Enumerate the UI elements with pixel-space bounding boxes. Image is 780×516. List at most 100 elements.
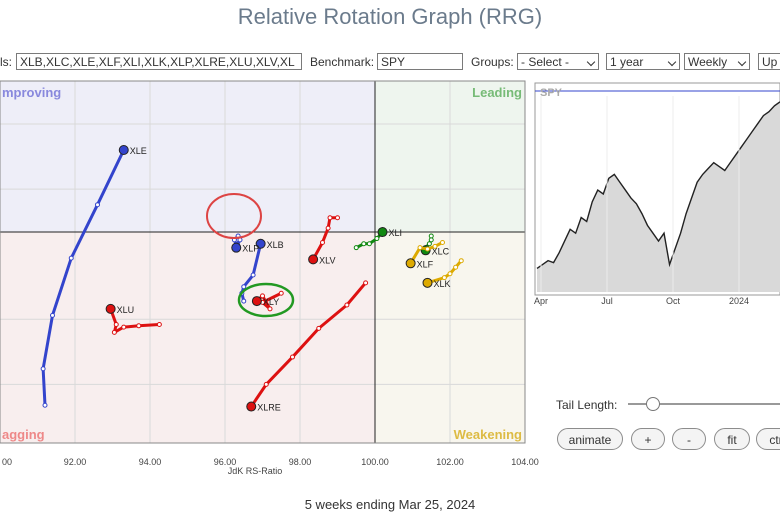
symbols-label: ls: <box>0 55 12 69</box>
quadrant-label-lagging: agging <box>2 427 45 442</box>
series-xlre: XLRE <box>246 280 369 413</box>
series-xli: XLI <box>353 227 403 251</box>
series-label-xli: XLI <box>389 228 403 238</box>
controls-bar: ls: XLB,XLC,XLE,XLF,XLI,XLK,XLP,XLRE,XLU… <box>0 52 780 74</box>
series-xlk: XLK <box>422 258 464 289</box>
tail-point <box>267 306 273 312</box>
quadrant-improving <box>0 81 375 232</box>
spy-x-ticks: Apr Jul Oct 2024 <box>534 296 749 306</box>
x-axis-ticks: 00 92.00 94.00 96.00 98.00 100.00 102.00 104.00 <box>2 457 539 467</box>
tail-point <box>361 241 367 247</box>
tail-point <box>156 322 162 328</box>
series-head-xlf[interactable] <box>405 258 416 269</box>
series-xly: XLY <box>251 290 284 312</box>
tail-point <box>432 243 438 249</box>
page-title: Relative Rotation Graph (RRG) <box>237 4 543 29</box>
series-xlu: XLU <box>105 303 162 335</box>
tail-point <box>42 402 48 408</box>
tail-point <box>353 245 359 251</box>
date-footer: 5 weeks ending Mar 25, 2024 <box>304 497 476 512</box>
tail-point <box>325 225 331 231</box>
tail-point <box>278 290 284 296</box>
spy-x-tick-label: Oct <box>666 296 681 306</box>
tail-point <box>68 255 74 261</box>
tail-length-label: Tail Length: <box>556 398 618 412</box>
tail-point <box>121 324 127 330</box>
spy-x-tick-label: Jul <box>601 296 613 306</box>
series-xle: XLE <box>40 145 147 408</box>
tail-point <box>327 215 333 221</box>
tail-point <box>40 366 46 372</box>
x-tick-label: 100.00 <box>361 457 389 467</box>
series-label-xlc: XLC <box>432 246 450 256</box>
tail-point <box>458 258 464 264</box>
zoom-out-button[interactable]: - <box>672 428 706 450</box>
groups-select[interactable]: - Select - <box>517 53 599 70</box>
series-head-xlp[interactable] <box>231 242 242 253</box>
tail-point <box>113 322 119 328</box>
series-tail-xle <box>41 148 126 407</box>
spy-title: SPY <box>540 87 563 99</box>
x-tick-label: 98.00 <box>289 457 312 467</box>
series-head-xlre[interactable] <box>246 401 257 412</box>
tail-point <box>320 239 325 245</box>
series-head-xlk[interactable] <box>422 277 433 288</box>
series-head-xly[interactable] <box>251 296 262 307</box>
quadrant-lagging <box>0 232 375 443</box>
spy-price-chart <box>536 96 780 292</box>
x-tick-label: 00 <box>2 457 12 467</box>
series-label-xlp: XLP <box>242 244 259 254</box>
rrg-plot-border <box>0 80 526 444</box>
series-xlf: XLF <box>405 239 445 269</box>
x-tick-label: 102.00 <box>436 457 464 467</box>
frequency-select[interactable]: Weekly <box>684 53 750 70</box>
groups-label: Groups: <box>471 55 514 69</box>
tail-point <box>426 241 432 247</box>
tail-point <box>250 272 256 278</box>
fit-button[interactable]: fit <box>714 428 750 450</box>
series-label-xlb: XLB <box>267 240 284 250</box>
highlight-circle-xly <box>237 282 295 318</box>
tail-point <box>366 241 372 247</box>
series-label-xlre: XLRE <box>257 403 281 413</box>
x-tick-label: 94.00 <box>139 457 162 467</box>
tail-point <box>136 323 142 329</box>
tail-point <box>263 381 269 387</box>
tail-slider-handle[interactable] <box>646 397 660 411</box>
zoom-in-button[interactable]: + <box>631 428 665 450</box>
tail-point <box>335 215 340 221</box>
tail-point <box>453 264 459 270</box>
tail-point <box>316 325 322 331</box>
tail-point <box>440 239 445 245</box>
tail-point <box>241 298 247 304</box>
update-button[interactable]: Up <box>758 53 780 70</box>
spy-area <box>537 101 780 292</box>
highlight-circle-xlp <box>206 193 262 239</box>
series-tail-xlu <box>109 307 161 334</box>
x-axis-label: JdK RS-Ratio <box>228 466 283 476</box>
x-tick-label: 104.00 <box>511 457 539 467</box>
series-head-xlu[interactable] <box>105 303 116 314</box>
series-head-xlv[interactable] <box>308 254 319 265</box>
benchmark-label: Benchmark: <box>310 55 375 69</box>
tail-point <box>428 233 434 239</box>
x-tick-label: 92.00 <box>64 457 87 467</box>
tail-point <box>344 302 350 308</box>
x-tick-label: 96.00 <box>214 457 237 467</box>
series-label-xly: XLY <box>263 297 279 307</box>
period-select[interactable]: 1 year <box>606 53 680 70</box>
symbols-input[interactable]: XLB,XLC,XLE,XLF,XLI,XLK,XLP,XLRE,XLU,XLV… <box>16 53 302 70</box>
tail-point <box>260 293 265 299</box>
benchmark-input[interactable]: SPY <box>377 53 463 70</box>
tail-point <box>290 354 295 360</box>
series-head-xle[interactable] <box>118 145 129 156</box>
quadrant-label-weakening: Weakening <box>454 427 522 442</box>
series-label-xlf: XLF <box>417 259 434 269</box>
ctrl-button[interactable]: ctr <box>756 428 780 450</box>
tail-point <box>363 280 369 286</box>
series-head-xli[interactable] <box>377 227 388 238</box>
series-label-xle: XLE <box>130 146 147 156</box>
animate-button[interactable]: animate <box>557 428 623 450</box>
series-head-xlb[interactable] <box>255 238 266 249</box>
